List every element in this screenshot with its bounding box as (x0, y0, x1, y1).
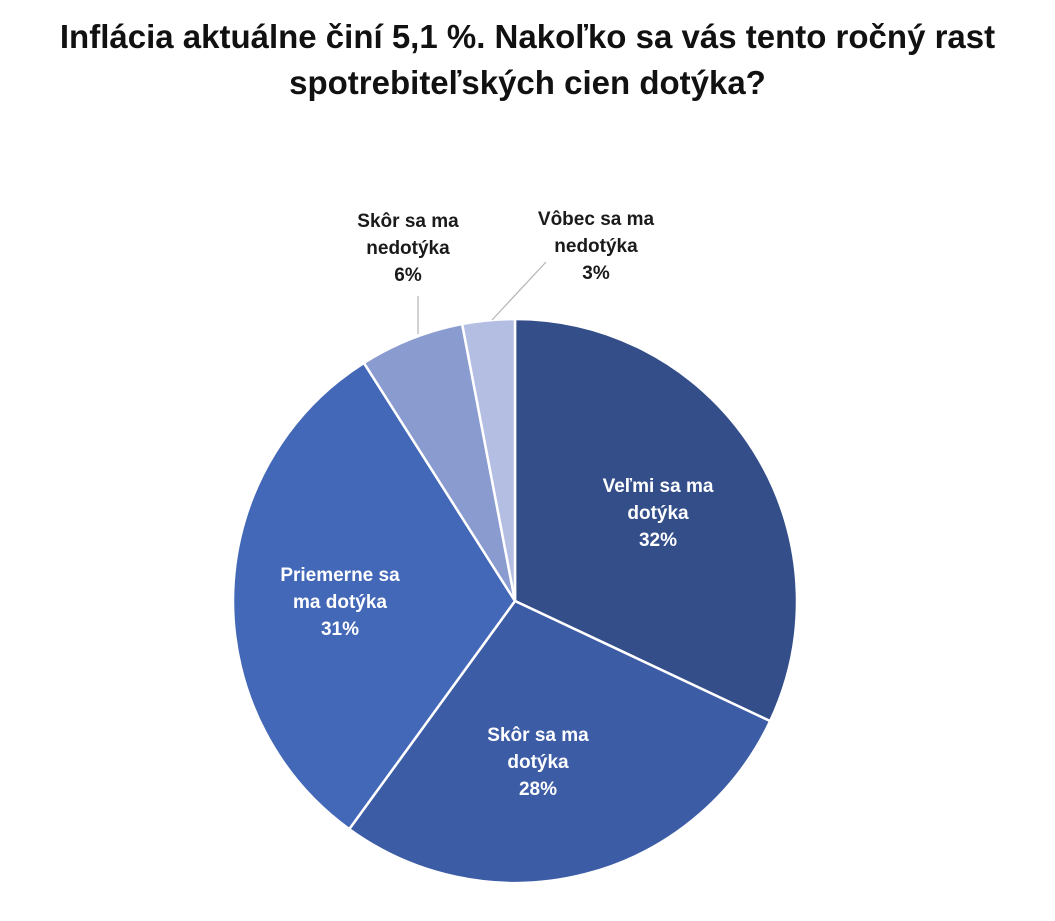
slice-label-1: Veľmi sa ma dotýka 32% (603, 476, 714, 551)
slice-label-line: Veľmi sa ma (603, 476, 714, 497)
slice-value: 31% (321, 619, 359, 640)
slice-label-line: Skôr sa ma (487, 725, 589, 746)
slice-value: 3% (582, 263, 610, 284)
chart-title-line-2: spotrebiteľských cien dotýka? (289, 64, 766, 101)
pie-slice-5 (460, 317, 517, 602)
chart-title-line-1: Inflácia aktuálne činí 5,1 %. Nakoľko sa… (59, 18, 996, 55)
slice-value: 32% (639, 530, 677, 551)
chart-title: Inflácia aktuálne činí 5,1 %. Nakoľko sa… (0, 14, 1055, 106)
slice-label-line: dotýka (507, 752, 569, 773)
slice-label-5: Vôbec sa ma nedotýka 3% (538, 209, 655, 284)
slice-value: 6% (394, 265, 422, 286)
slice-label-line: Vôbec sa ma (538, 209, 655, 230)
leader-line-5 (491, 261, 547, 321)
pie-slice-1 (513, 317, 799, 723)
slice-label-line: ma dotýka (293, 592, 387, 613)
slice-label-line: Priemerne sa (280, 565, 400, 586)
slice-label-line: Skôr sa ma (357, 211, 459, 232)
slice-label-3: Priemerne sa ma dotýka 31% (280, 565, 400, 640)
pie-slice-2 (347, 599, 772, 885)
slice-label-line: dotýka (627, 503, 689, 524)
slice-label-line: nedotýka (366, 238, 450, 259)
slice-label-4: Skôr sa ma nedotýka 6% (357, 211, 459, 286)
pie-slice-3 (231, 361, 517, 831)
slice-label-line: nedotýka (554, 236, 638, 257)
slice-label-2: Skôr sa ma dotýka 28% (487, 725, 589, 800)
slice-value: 28% (519, 779, 557, 800)
